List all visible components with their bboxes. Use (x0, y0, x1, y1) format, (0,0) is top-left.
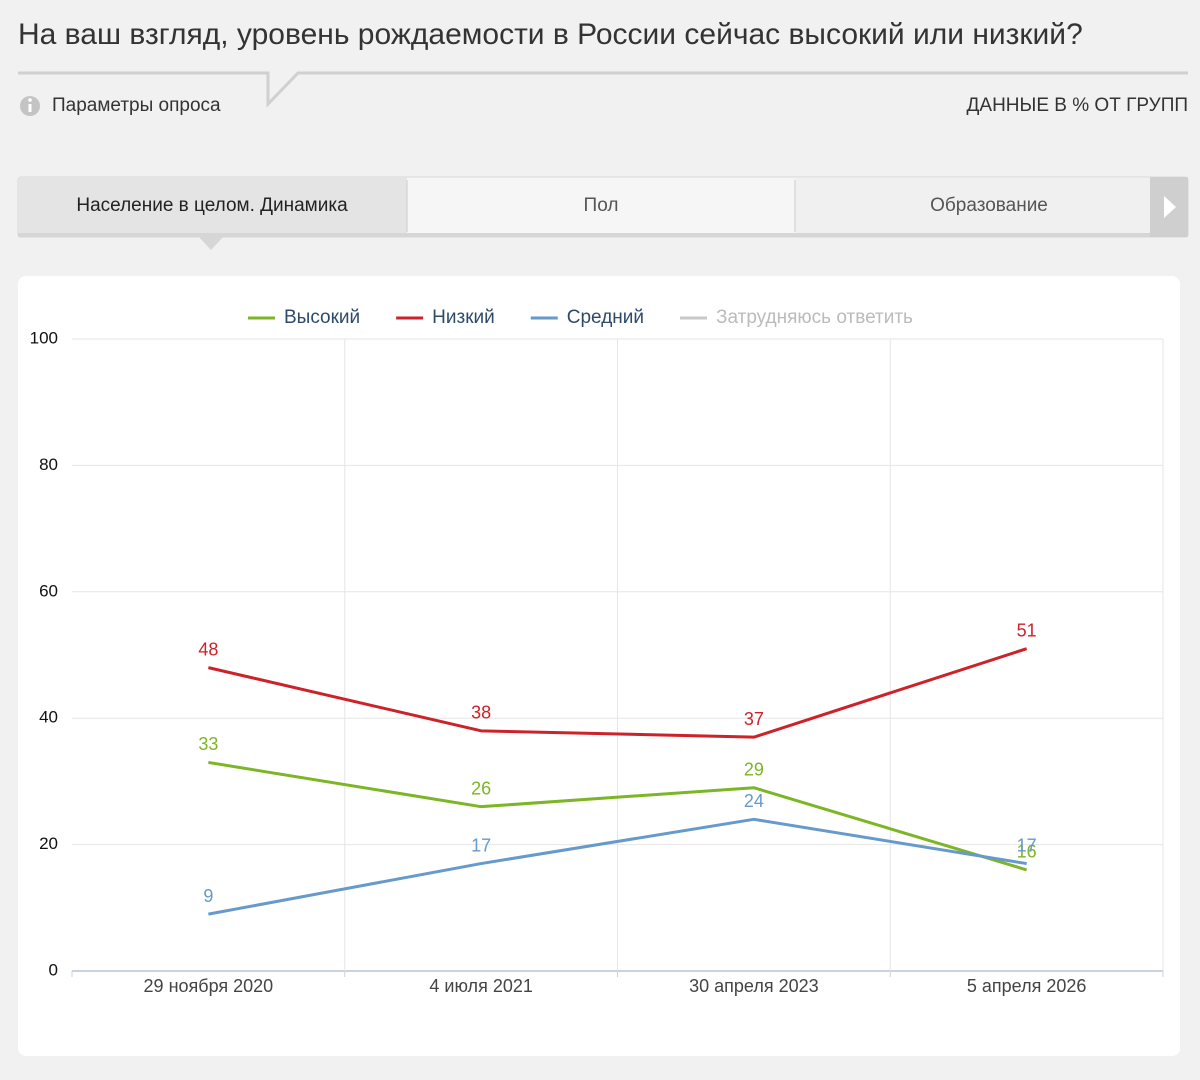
y-tick-label: 0 (49, 960, 58, 979)
data-label: 51 (1017, 620, 1037, 640)
data-label: 9 (203, 886, 213, 906)
data-label: 26 (471, 778, 491, 798)
series-line (208, 817, 1027, 916)
y-tick-label: 80 (39, 455, 58, 474)
y-tick-label: 40 (39, 708, 58, 727)
info-icon-stem (28, 104, 32, 112)
units-label: ДАННЫЕ В % ОТ ГРУПП (967, 95, 1188, 116)
params-link[interactable]: Параметры опроса (52, 95, 221, 116)
tab[interactable] (795, 178, 1151, 233)
tab-label[interactable]: Пол (584, 195, 619, 216)
series-line (208, 760, 1028, 872)
data-label: 37 (744, 709, 764, 729)
x-tick-label: 30 апреля 2023 (689, 976, 819, 996)
data-label: 38 (471, 703, 491, 723)
tab-pointer (198, 236, 224, 250)
legend-label[interactable]: Средний (567, 307, 644, 328)
data-label: 33 (198, 734, 218, 754)
x-tick-label: 5 апреля 2026 (967, 976, 1087, 996)
series-line (208, 647, 1028, 739)
tab-bar-shadow (18, 233, 1188, 237)
info-icon-dot (28, 98, 32, 102)
tab-active[interactable] (18, 177, 407, 237)
data-label: 16 (1017, 842, 1037, 862)
y-tick-label: 20 (39, 834, 58, 853)
title-rule (18, 71, 1188, 108)
tab-label[interactable]: Население в целом. Динамика (76, 195, 348, 216)
page-title: На ваш взгляд, уровень рождаемости в Рос… (18, 18, 1083, 51)
data-label: 29 (744, 759, 764, 779)
y-tick-label: 60 (39, 581, 58, 600)
chart-card (18, 276, 1180, 1056)
data-label: 24 (744, 791, 764, 811)
data-label: 48 (198, 639, 218, 659)
tab-label[interactable]: Образование (930, 195, 1048, 216)
y-tick-label: 100 (30, 328, 58, 347)
x-tick-label: 29 ноября 2020 (144, 976, 274, 996)
data-label: 17 (471, 835, 491, 855)
tab-scroll-arrow (1164, 196, 1176, 218)
chart: 0 20 40 60 80 100 29 ноября 2020 4 июля 2021 30 … (30, 307, 1164, 996)
x-tick-label: 4 июля 2021 (429, 976, 532, 996)
legend-label[interactable]: Высокий (284, 307, 360, 328)
legend-label[interactable]: Низкий (432, 307, 495, 328)
data-label: 17 (1017, 835, 1037, 855)
legend-label[interactable]: Затрудняюсь ответить (716, 307, 913, 328)
